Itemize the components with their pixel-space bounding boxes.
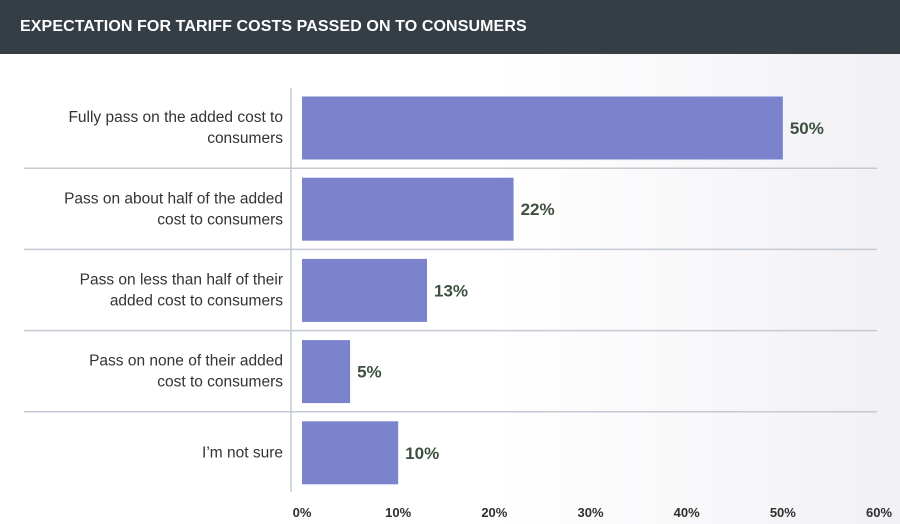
- x-tick-label: 30%: [577, 505, 603, 520]
- category-label-4: Pass on none of their added: [89, 353, 283, 370]
- x-tick-label: 60%: [866, 505, 892, 520]
- bar-3: [302, 258, 428, 322]
- x-tick-label: 0%: [293, 505, 312, 520]
- bar-2: [302, 177, 514, 241]
- value-label-4: 5%: [357, 363, 382, 382]
- bar-4: [302, 340, 351, 404]
- category-label-1: Fully pass on the added cost to: [68, 109, 283, 126]
- x-tick-label: 50%: [770, 505, 796, 520]
- bar-5: [302, 421, 399, 485]
- chart-title-bar: EXPECTATION FOR TARIFF COSTS PASSED ON T…: [0, 0, 900, 54]
- category-label-2: Pass on about half of the added: [64, 190, 283, 207]
- category-label-1: consumers: [207, 130, 283, 147]
- x-tick-label: 40%: [674, 505, 700, 520]
- value-label-5: 10%: [405, 444, 439, 463]
- category-label-4: cost to consumers: [157, 374, 283, 391]
- category-label-3: added cost to consumers: [110, 293, 283, 310]
- chart-title: EXPECTATION FOR TARIFF COSTS PASSED ON T…: [20, 18, 527, 35]
- x-tick-label: 10%: [385, 505, 411, 520]
- value-label-3: 13%: [434, 281, 468, 300]
- category-label-3: Pass on less than half of their: [80, 272, 283, 289]
- value-label-2: 22%: [521, 200, 555, 219]
- x-tick-label: 20%: [481, 505, 507, 520]
- bar-1: [302, 96, 783, 160]
- value-label-1: 50%: [790, 119, 824, 138]
- category-label-5: I’m not sure: [202, 444, 283, 461]
- category-label-2: cost to consumers: [157, 211, 283, 228]
